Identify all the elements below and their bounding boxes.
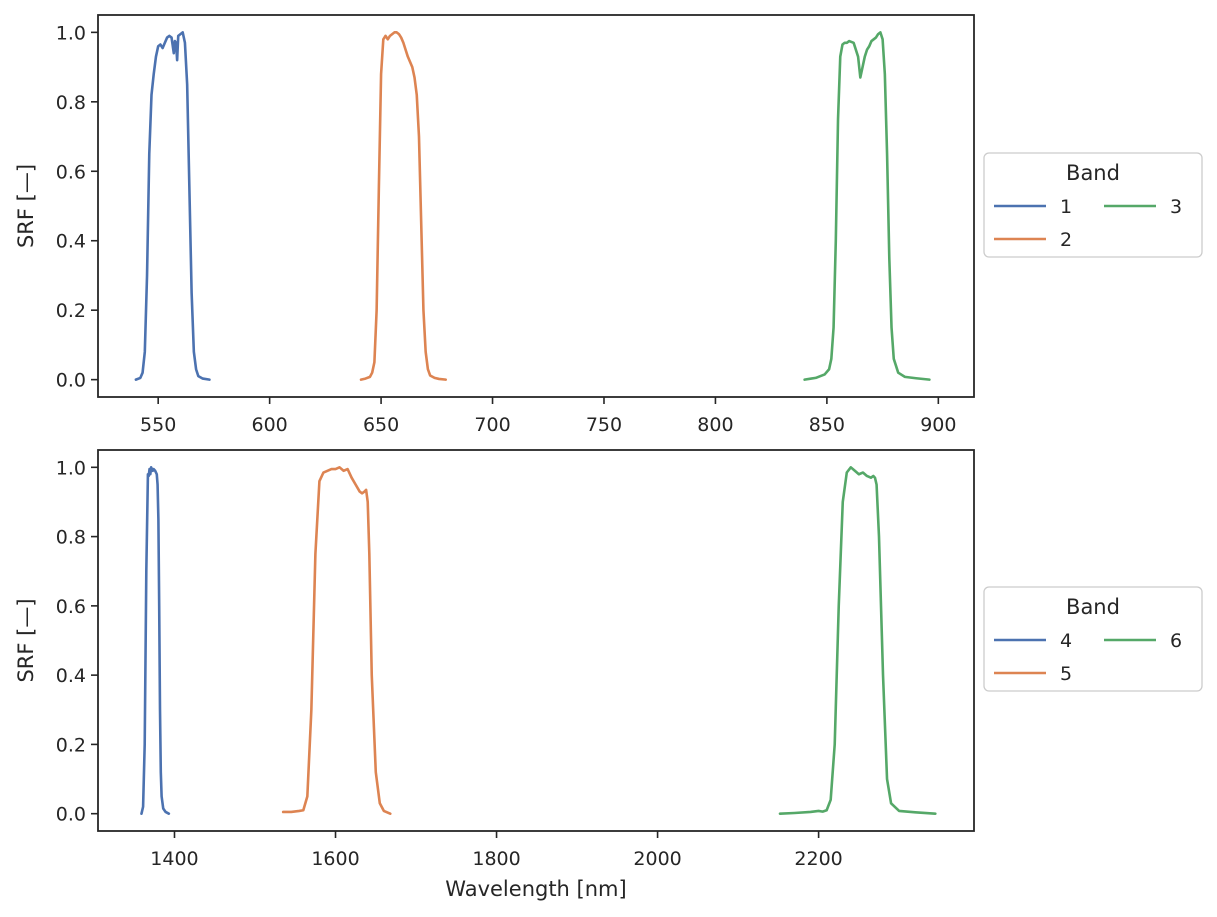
panel-1-x-tick-label: 700: [474, 414, 510, 436]
panel-2-x-tick-label: 1600: [311, 848, 359, 870]
panel-2-y-tick-label: 0.6: [56, 596, 86, 618]
panel-2-y-tick-label: 0.0: [56, 804, 86, 826]
panel-1-y-tick-label: 1.0: [56, 22, 86, 44]
panel-1-x-tick-label: 850: [809, 414, 845, 436]
panel-1-axes-frame: [97, 14, 975, 398]
panel-2-series-5-line: [281, 466, 392, 815]
panel-1-series-3-line: [803, 31, 931, 381]
panel-2-legend-label-6: 6: [1170, 630, 1182, 652]
panel-1-legend-label-1: 1: [1060, 196, 1072, 218]
panel-2-legend-box: [983, 586, 1203, 692]
panel-1-x-tick-label: 750: [586, 414, 622, 436]
panel-2-y-tick-label: 1.0: [56, 457, 86, 479]
panel-1-legend-box: [983, 152, 1203, 258]
panel-1-y-tick-label: 0.0: [56, 370, 86, 392]
panel-2-axes-frame: [97, 449, 975, 832]
panel-1-y-tick-label: 0.6: [56, 161, 86, 183]
panel-2-x-tick-label: 2000: [633, 848, 681, 870]
panel-1-series-2-line: [359, 31, 448, 381]
panel-2-x-tick-label: 1400: [150, 848, 198, 870]
panel-2-legend-label-4: 4: [1060, 630, 1072, 652]
panel-1-legend-title: Band: [1066, 161, 1120, 185]
panel-2-x-tick-label: 1800: [472, 848, 520, 870]
panel-2-legend-title: Band: [1066, 595, 1120, 619]
panel-2-x-axis-label: Wavelength [nm]: [445, 877, 626, 901]
panel-2-series-6-line: [778, 466, 937, 815]
panel-2-y-axis-label: SRF [—]: [14, 598, 38, 682]
panel-2-y-tick-label: 0.8: [56, 527, 86, 549]
panel-2-legend-label-5: 5: [1060, 663, 1072, 685]
panel-1-y-tick-label: 0.2: [56, 300, 86, 322]
panel-1-x-tick-label: 650: [363, 414, 399, 436]
panel-1-legend-label-3: 3: [1170, 196, 1182, 218]
panel-1-legend-label-2: 2: [1060, 229, 1072, 251]
panel-2-y-tick-label: 0.2: [56, 734, 86, 756]
panel-1-x-tick-label: 900: [920, 414, 956, 436]
panel-2-x-tick-label: 2200: [794, 848, 842, 870]
panel-2-y-tick-label: 0.4: [56, 665, 86, 687]
panel-1-x-tick-label: 800: [697, 414, 733, 436]
panel-1-y-tick-label: 0.4: [56, 231, 86, 253]
panel-1-series-1-line: [134, 31, 211, 381]
panel-2-series-4-line: [140, 466, 171, 815]
panel-1-x-tick-label: 600: [252, 414, 288, 436]
panel-1-y-tick-label: 0.8: [56, 92, 86, 114]
panel-1-x-tick-label: 550: [140, 414, 176, 436]
panel-1-y-axis-label: SRF [—]: [14, 164, 38, 248]
